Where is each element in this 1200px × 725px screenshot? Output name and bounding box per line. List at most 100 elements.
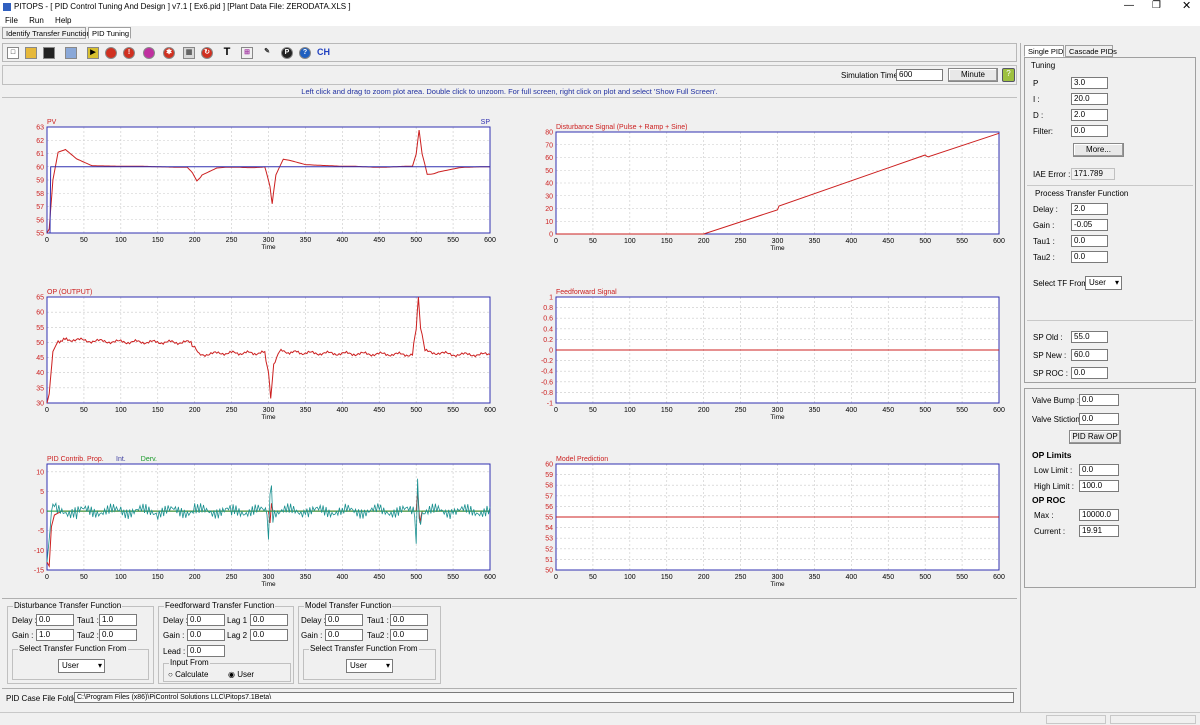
model-prediction-chart[interactable]: 0 50 100 150 200 250 300 350 400 450 500 550 6005051… bbox=[545, 456, 1005, 588]
model-tau1-input[interactable]: 0.0 bbox=[390, 614, 428, 626]
ptf-gain-input[interactable]: -0.05 bbox=[1071, 219, 1108, 231]
high-limit-input[interactable]: 100.0 bbox=[1079, 480, 1119, 492]
sim-time-input[interactable]: 600 bbox=[896, 69, 943, 81]
ff-calculate-radio[interactable]: ○ Calculate bbox=[168, 670, 209, 679]
y-tick-label: 30 bbox=[36, 401, 44, 408]
x-tick-label: 0 bbox=[45, 407, 49, 414]
roc-max-input[interactable]: 10000.0 bbox=[1079, 509, 1119, 521]
chart-icon[interactable] bbox=[143, 47, 155, 59]
x-tick-label: 550 bbox=[956, 238, 968, 245]
x-tick-label: 150 bbox=[152, 237, 164, 244]
settings-icon[interactable]: P bbox=[281, 47, 293, 59]
ff-delay-input[interactable]: 0.0 bbox=[187, 614, 225, 626]
x-tick-label: 300 bbox=[772, 407, 784, 414]
bottom-panel bbox=[2, 598, 1017, 688]
close-icon[interactable]: ✕ bbox=[1182, 0, 1192, 12]
tab-identify-transfer-functions[interactable]: Identify Transfer Functions bbox=[2, 27, 94, 39]
pen-icon[interactable]: ✎ bbox=[264, 48, 270, 55]
dist-gain-input[interactable]: 1.0 bbox=[36, 629, 74, 641]
x-tick-label: 500 bbox=[410, 574, 422, 581]
pid-contrib-chart[interactable]: 0 50 100 150 200 250 300 350 400 450 500 550 600-15-… bbox=[34, 456, 496, 588]
x-tick-label: 300 bbox=[263, 407, 275, 414]
x-tick-label: 550 bbox=[447, 407, 459, 414]
chart-line-icon[interactable]: CH bbox=[317, 47, 330, 57]
ptf-tau1-input[interactable]: 0.0 bbox=[1071, 235, 1108, 247]
info-icon[interactable]: ! bbox=[123, 47, 135, 59]
x-tick-label: 350 bbox=[300, 407, 312, 414]
y-tick-label: 51 bbox=[545, 557, 553, 564]
menu-file[interactable]: File bbox=[5, 16, 18, 25]
help-icon[interactable]: ? bbox=[299, 47, 311, 59]
x-tick-label: 100 bbox=[115, 407, 127, 414]
valve-stiction-input[interactable]: 0.0 bbox=[1079, 413, 1119, 425]
minute-button[interactable]: Minute bbox=[948, 68, 998, 82]
y-tick-label: 57 bbox=[36, 204, 44, 211]
menu-help[interactable]: Help bbox=[55, 16, 72, 25]
text-icon[interactable]: T bbox=[223, 46, 231, 58]
model-gain-input[interactable]: 0.0 bbox=[325, 629, 363, 641]
low-limit-input[interactable]: 0.0 bbox=[1079, 464, 1119, 476]
new-file-icon[interactable]: □ bbox=[7, 47, 19, 59]
stop-icon[interactable] bbox=[105, 47, 117, 59]
tab-single-pid[interactable]: Single PID bbox=[1024, 45, 1064, 57]
select-tf-dropdown[interactable]: User bbox=[1085, 276, 1122, 290]
legend-icon[interactable]: ⊞ bbox=[241, 47, 253, 59]
pv-chart[interactable]: 0 50 100 150 200 250 300 350 400 450 500 550 600 55 56… bbox=[36, 119, 496, 251]
model-tau2-input[interactable]: 0.0 bbox=[390, 629, 428, 641]
refresh-icon[interactable]: ↻ bbox=[201, 47, 213, 59]
ff-gain-input[interactable]: 0.0 bbox=[187, 629, 225, 641]
p-input[interactable]: 3.0 bbox=[1071, 77, 1108, 89]
disturbance-chart[interactable]: 0 50 100 150 200 250 300 350 400 450 500 550 600 0 10 2… bbox=[545, 124, 1005, 252]
dist-select-dropdown[interactable]: User bbox=[58, 659, 105, 673]
i-label: I : bbox=[1033, 95, 1040, 104]
run-icon[interactable]: ▶ bbox=[87, 47, 99, 59]
maximize-icon[interactable]: ❐ bbox=[1152, 0, 1161, 11]
legend-item: Int. bbox=[116, 456, 126, 463]
ff-lag1-input[interactable]: 0.0 bbox=[250, 614, 288, 626]
x-axis-label: Time bbox=[261, 244, 276, 251]
x-tick-label: 200 bbox=[698, 238, 710, 245]
tab-pid-tuning[interactable]: PID Tuning bbox=[88, 27, 131, 39]
pid-raw-op-button[interactable]: PID Raw OP bbox=[1069, 430, 1121, 444]
zoom-icon[interactable]: ▦ bbox=[183, 47, 195, 59]
x-tick-label: 300 bbox=[772, 238, 784, 245]
menu-run[interactable]: Run bbox=[29, 16, 44, 25]
more-button[interactable]: More... bbox=[1073, 143, 1124, 157]
sp-new-input[interactable]: 60.0 bbox=[1071, 349, 1108, 361]
model-select-dropdown[interactable]: User bbox=[346, 659, 393, 673]
x-tick-label: 500 bbox=[919, 574, 931, 581]
help-bulb-icon[interactable]: ? bbox=[1002, 68, 1015, 82]
i-input[interactable]: 20.0 bbox=[1071, 93, 1108, 105]
y-tick-label: 62 bbox=[36, 138, 44, 145]
stop-sign-icon[interactable]: ✱ bbox=[163, 47, 175, 59]
save-icon[interactable] bbox=[43, 47, 55, 59]
d-input[interactable]: 2.0 bbox=[1071, 109, 1108, 121]
dist-select-group: Select Transfer Function From User bbox=[12, 644, 149, 680]
folder-input[interactable]: C:\Program Files (x86)\PiControl Solutio… bbox=[74, 692, 1014, 703]
feedforward-chart[interactable]: 0 50 100 150 200 250 300 350 400 450 500 550 600 -1 -0… bbox=[541, 289, 1005, 421]
sp-old-input[interactable]: 55.0 bbox=[1071, 331, 1108, 343]
valve-panel: Valve Bump : 0.0 Valve Stiction : 0.0 PI… bbox=[1024, 388, 1196, 588]
ptf-tau2-input[interactable]: 0.0 bbox=[1071, 251, 1108, 263]
valve-bump-input[interactable]: 0.0 bbox=[1079, 394, 1119, 406]
tab-cascade-pids[interactable]: Cascade PIDs bbox=[1065, 45, 1117, 57]
filter-input[interactable]: 0.0 bbox=[1071, 125, 1108, 137]
series-sp-line bbox=[47, 166, 490, 234]
ptf-delay-input[interactable]: 2.0 bbox=[1071, 203, 1108, 215]
ff-user-radio[interactable]: ◉ User bbox=[228, 670, 255, 679]
plots-area[interactable]: 0 50 100 150 200 250 300 350 400 450 500 550 6005556… bbox=[0, 100, 1020, 598]
dist-tau2-input[interactable]: 0.0 bbox=[99, 629, 137, 641]
sp-roc-input[interactable]: 0.0 bbox=[1071, 367, 1108, 379]
op-chart[interactable]: 0 50 100 150 200 250 300 350 400 450 500 550 600 30 35… bbox=[36, 289, 496, 421]
ff-lead-input[interactable]: 0.0 bbox=[187, 645, 225, 657]
dist-delay-input[interactable]: 0.0 bbox=[36, 614, 74, 626]
model-tf-group: Model Transfer Function Delay : 0.0 Tau1… bbox=[298, 601, 441, 684]
print-icon[interactable] bbox=[65, 47, 77, 59]
model-delay-input[interactable]: 0.0 bbox=[325, 614, 363, 626]
ff-lag2-input[interactable]: 0.0 bbox=[250, 629, 288, 641]
minimize-icon[interactable]: — bbox=[1124, 0, 1134, 11]
dist-tau1-input[interactable]: 1.0 bbox=[99, 614, 137, 626]
y-tick-label: 65 bbox=[36, 295, 44, 302]
ff-user-label: User bbox=[237, 670, 255, 679]
open-folder-icon[interactable] bbox=[25, 47, 37, 59]
